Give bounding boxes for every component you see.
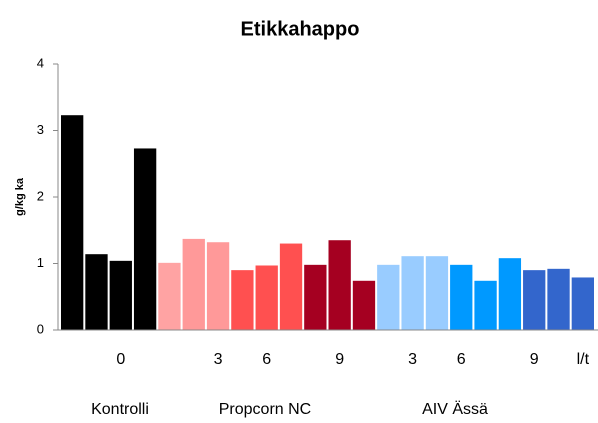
x-tick-label: 9: [530, 351, 539, 368]
bar: [474, 280, 497, 330]
bar: [255, 265, 278, 330]
bar: [304, 264, 327, 330]
x-tick-label: 3: [408, 351, 417, 368]
bar: [498, 258, 522, 330]
bar: [206, 242, 230, 330]
bar: [158, 262, 181, 330]
bar: [450, 264, 473, 330]
bar: [133, 148, 157, 330]
group-label: Kontrolli: [91, 401, 149, 418]
bar: [377, 264, 400, 330]
bar: [85, 254, 108, 330]
chart-title: Etikkahappo: [241, 18, 360, 40]
y-tick-label: 0: [37, 321, 44, 336]
bar: [279, 243, 303, 330]
group-label: Propcorn NC: [219, 401, 311, 418]
x-tick-label: 9: [335, 351, 344, 368]
bar: [231, 270, 254, 330]
y-tick-label: 2: [37, 188, 44, 203]
bar: [523, 270, 546, 330]
bar: [182, 238, 205, 330]
bar: [571, 277, 594, 330]
y-tick-label: 4: [37, 55, 44, 70]
x-tick-label: 6: [457, 351, 466, 368]
y-tick-label: 3: [37, 122, 44, 137]
x-tick-label: 3: [214, 351, 223, 368]
y-axis-label: g/kg ka: [14, 177, 26, 216]
bar: [547, 268, 570, 330]
x-tick-label: 6: [262, 351, 271, 368]
bar: [109, 260, 132, 330]
bar: [352, 280, 376, 330]
bar: [61, 115, 84, 330]
x-tick-label: 0: [116, 351, 125, 368]
bar: [328, 240, 351, 330]
bar: [401, 256, 424, 330]
bar: [425, 256, 449, 330]
x-tick-label: l/t: [577, 351, 590, 368]
group-label: AIV Ässä: [422, 400, 488, 418]
y-tick-label: 1: [37, 255, 44, 270]
